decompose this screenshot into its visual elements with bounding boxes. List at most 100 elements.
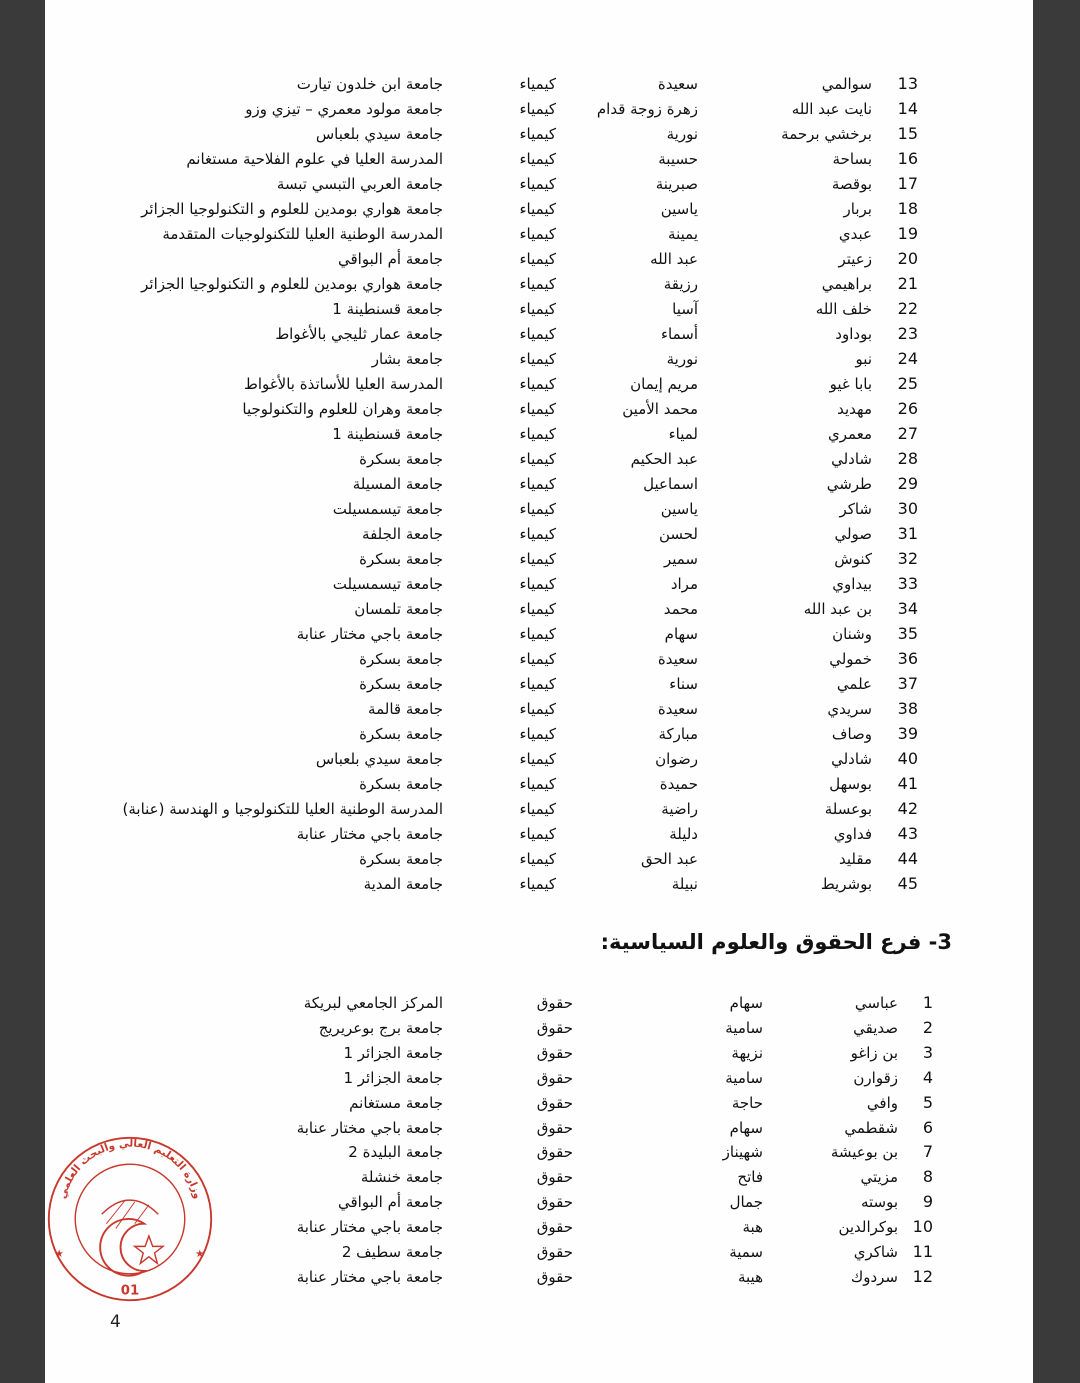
stamp-text: وزارة التعليم العالي والبحث العلمي [56, 1137, 203, 1200]
first-name: هبة [742, 1218, 763, 1237]
row-number: 16 [897, 149, 918, 168]
surname: بوعسلة [824, 800, 872, 818]
university: المدرسة العليا في علوم الفلاحية مستغانم [186, 150, 443, 168]
subject: حقوق [536, 1043, 573, 1062]
row-number: 13 [897, 74, 918, 93]
first-name: فاتح [737, 1168, 763, 1187]
first-name: سهام [729, 1118, 763, 1137]
subject: كيمياء [519, 225, 557, 243]
surname: وافي [866, 1093, 898, 1112]
row-number: 29 [897, 474, 918, 493]
first-name: سمية [729, 1243, 763, 1261]
first-name: نزيهة [731, 1043, 763, 1062]
subject: كيمياء [519, 200, 557, 218]
subject: كيمياء [519, 700, 557, 718]
subject: كيمياء [519, 525, 557, 543]
surname: عباسي [854, 994, 898, 1012]
row-number: 5 [922, 1092, 933, 1112]
subject: حقوق [536, 1018, 573, 1037]
university: جامعة قالمة [368, 700, 443, 718]
page-number: 4 [110, 1312, 121, 1332]
subject: كيمياء [519, 350, 557, 368]
university: جامعة البليدة 2 [348, 1143, 443, 1162]
first-name: سناء [669, 675, 698, 693]
row-number: 3 [922, 1042, 933, 1062]
subject: كيمياء [519, 750, 557, 768]
surname: بوقصة [831, 175, 872, 193]
surname: شادلي [831, 450, 872, 468]
subject: كيمياء [519, 850, 557, 868]
row-number: 44 [897, 849, 918, 868]
first-name: محمد [663, 600, 698, 618]
surname: مهديد [837, 400, 872, 418]
subject: كيمياء [519, 300, 557, 318]
surname: براهيمي [821, 275, 872, 293]
first-name: سامية [725, 1018, 763, 1037]
subject: كيمياء [519, 725, 557, 743]
first-name: لحسن [658, 525, 698, 543]
university: جامعة الجزائر 1 [343, 1068, 443, 1087]
subject: كيمياء [519, 400, 557, 418]
subject: كيمياء [519, 375, 557, 393]
surname: شاكري [853, 1243, 898, 1261]
university: جامعة باجي مختار عنابة [296, 625, 443, 643]
university: جامعة العربي التبسي تبسة [276, 175, 443, 193]
row-number: 6 [922, 1117, 933, 1137]
university: جامعة مولود معمري – تيزي وزو [245, 100, 443, 118]
subject: حقوق [536, 1143, 573, 1162]
surname: بوشريط [820, 875, 872, 893]
subject: كيمياء [519, 150, 557, 168]
university: جامعة باجي مختار عنابة [296, 1267, 443, 1286]
subject: حقوق [536, 1168, 573, 1187]
first-name: سعيدة [657, 650, 698, 668]
first-name: سهام [664, 625, 698, 643]
subject: حقوق [536, 1267, 573, 1286]
first-name: عبد الله [650, 250, 698, 268]
university: جامعة برج بوعريريج [318, 1018, 443, 1037]
university: جامعة سطيف 2 [341, 1243, 443, 1261]
subject: حقوق [536, 1118, 573, 1137]
university: جامعة بسكرة [359, 650, 443, 668]
surname: بساحة [832, 150, 872, 168]
surname: بوسته [860, 1193, 898, 1212]
university: جامعة هواري بومدين للعلوم و التكنولوجيا … [141, 200, 443, 218]
surname: بيداوي [832, 575, 872, 593]
first-name: لمياء [668, 425, 698, 443]
section-heading: 3- فرع الحقوق والعلوم السياسية: [600, 930, 952, 954]
university: المدرسة الوطنية العليا للتكنولوجيا و اله… [122, 800, 444, 818]
first-name: ياسين [660, 200, 698, 218]
university: جامعة بسكرة [359, 850, 443, 868]
first-name: مراد [670, 575, 698, 593]
university: جامعة بسكرة [359, 675, 443, 693]
first-name: راضية [661, 800, 698, 818]
surname: بوسهل [829, 775, 872, 793]
surname: علمي [836, 675, 872, 693]
subject: كيمياء [519, 275, 557, 293]
first-name: زهرة زوجة قدام [596, 100, 698, 118]
subject: كيمياء [519, 800, 557, 818]
subject: كيمياء [519, 125, 557, 143]
surname: بن زاغو [850, 1043, 898, 1062]
subject: كيمياء [519, 75, 557, 93]
university: جامعة تلمسان [354, 600, 443, 618]
surname: بربار [843, 200, 872, 218]
surname: وصاف [831, 725, 872, 743]
row-number: 11 [912, 1242, 933, 1261]
subject: حقوق [536, 1218, 573, 1237]
first-name: اسماعيل [643, 475, 698, 493]
surname: طرشي [826, 475, 872, 493]
row-number: 42 [897, 799, 918, 818]
surname: زقوارن [853, 1068, 898, 1087]
surname: وشنان [832, 625, 872, 643]
university: جامعة بسكرة [359, 550, 443, 568]
university: جامعة المدية [363, 875, 443, 893]
university: جامعة المسيلة [352, 475, 443, 493]
university: جامعة ابن خلدون تيارت [296, 75, 443, 93]
surname: زعيتر [838, 250, 872, 268]
row-number: 9 [922, 1192, 933, 1212]
star-icon: ★ [54, 1248, 63, 1260]
university: جامعة قسنطينة 1 [332, 300, 443, 318]
university: جامعة باجي مختار عنابة [296, 825, 443, 843]
row-number: 38 [897, 699, 918, 718]
first-name: سمير [663, 550, 698, 568]
